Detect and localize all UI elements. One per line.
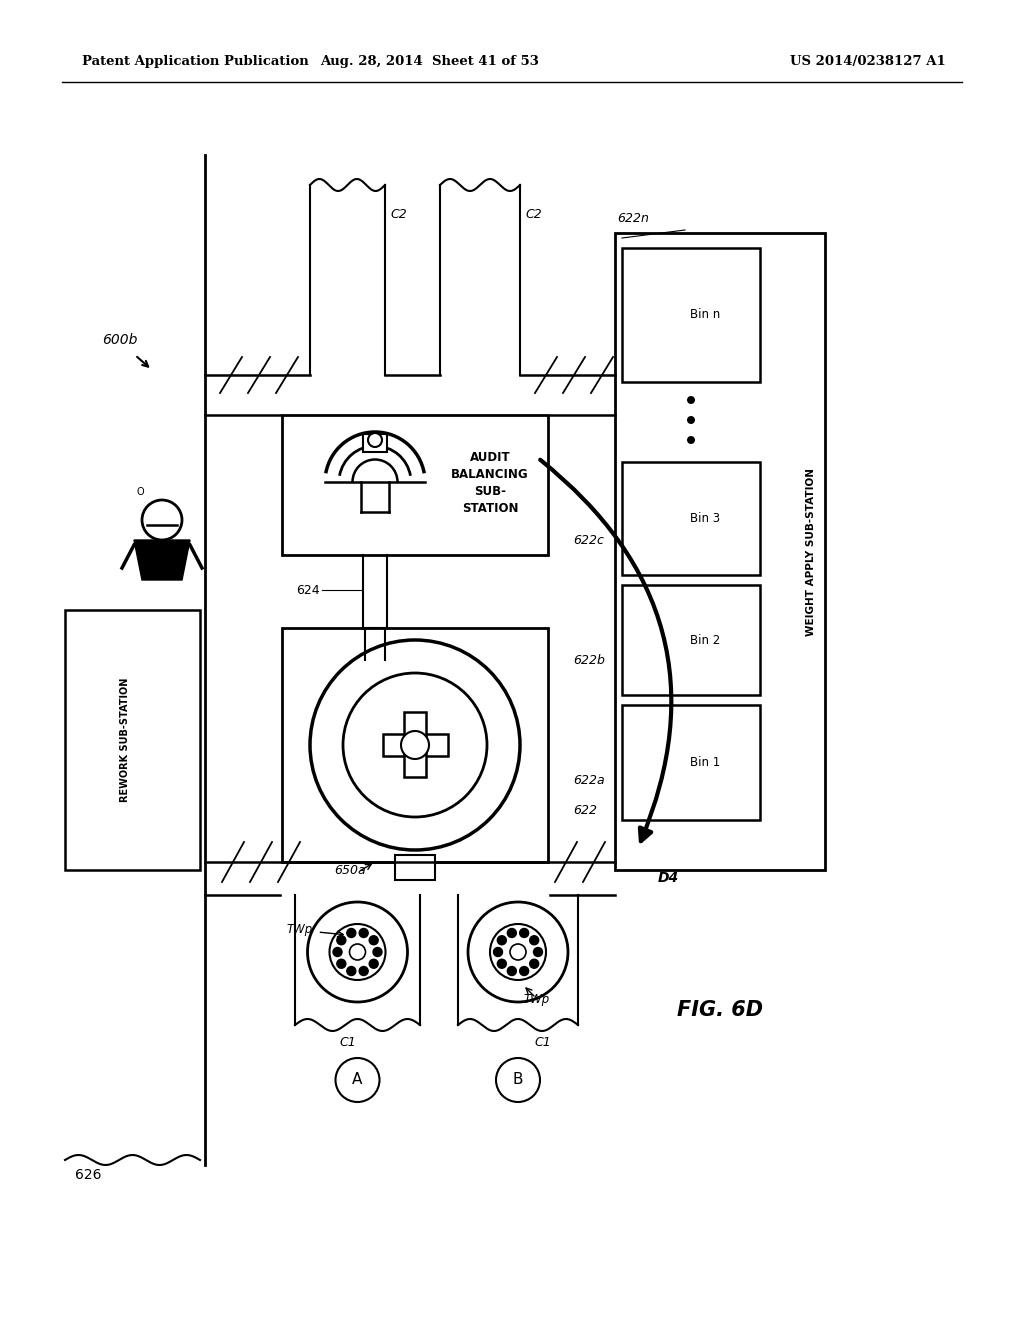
Bar (622, 705, 760, 820)
Circle shape (687, 416, 695, 424)
Text: Bin n: Bin n (690, 309, 720, 322)
Circle shape (468, 902, 568, 1002)
Text: C2: C2 (525, 209, 542, 222)
Text: C1: C1 (339, 1035, 356, 1048)
Circle shape (510, 944, 526, 960)
Bar (404, 711, 426, 777)
Text: Patent Application Publication: Patent Application Publication (82, 55, 309, 69)
Circle shape (687, 436, 695, 444)
Text: Bin 2: Bin 2 (690, 634, 720, 647)
Bar (362, 434, 387, 451)
Text: C2: C2 (390, 209, 407, 222)
Text: D4: D4 (658, 871, 679, 884)
Text: 622a: 622a (573, 774, 604, 787)
Text: B: B (513, 1072, 523, 1088)
Circle shape (507, 928, 516, 937)
Bar (622, 585, 760, 696)
Circle shape (368, 433, 382, 447)
Circle shape (401, 731, 429, 759)
Circle shape (687, 396, 695, 404)
Bar (282, 628, 548, 862)
Circle shape (507, 966, 516, 975)
Circle shape (330, 924, 385, 979)
Text: A: A (352, 1072, 362, 1088)
Text: 624: 624 (296, 583, 319, 597)
Circle shape (307, 902, 408, 1002)
Text: AUDIT
BALANCING
SUB-
STATION: AUDIT BALANCING SUB- STATION (452, 451, 528, 515)
Text: REWORK SUB-STATION: REWORK SUB-STATION (120, 677, 129, 803)
Circle shape (534, 948, 543, 957)
Circle shape (337, 936, 346, 945)
Bar (622, 248, 760, 381)
Circle shape (370, 936, 378, 945)
Bar (615, 234, 825, 870)
Text: 622b: 622b (573, 653, 605, 667)
Text: 626: 626 (75, 1168, 101, 1181)
Circle shape (370, 960, 378, 969)
Bar (395, 855, 435, 880)
Circle shape (359, 928, 369, 937)
Bar (383, 734, 449, 756)
Text: C1: C1 (535, 1035, 551, 1048)
Text: Aug. 28, 2014  Sheet 41 of 53: Aug. 28, 2014 Sheet 41 of 53 (321, 55, 540, 69)
Circle shape (333, 948, 342, 957)
Circle shape (529, 960, 539, 969)
Text: US 2014/0238127 A1: US 2014/0238127 A1 (790, 55, 946, 69)
Text: 650a: 650a (334, 863, 366, 876)
Text: 622n: 622n (617, 211, 649, 224)
Circle shape (373, 948, 382, 957)
Circle shape (498, 936, 506, 945)
Text: Bin 3: Bin 3 (690, 512, 720, 525)
Circle shape (498, 960, 506, 969)
Text: 622c: 622c (573, 533, 604, 546)
Circle shape (520, 928, 528, 937)
Circle shape (529, 936, 539, 945)
Polygon shape (134, 540, 190, 579)
Text: FIG. 6D: FIG. 6D (677, 1001, 763, 1020)
Bar (622, 462, 760, 576)
Circle shape (347, 966, 355, 975)
Circle shape (347, 928, 355, 937)
Bar (65, 610, 200, 870)
Circle shape (142, 500, 182, 540)
Text: Bin 1: Bin 1 (690, 756, 720, 770)
Circle shape (490, 924, 546, 979)
Circle shape (494, 948, 503, 957)
Circle shape (520, 966, 528, 975)
Text: 622: 622 (573, 804, 597, 817)
Circle shape (337, 960, 346, 969)
Text: WEIGHT APPLY SUB-STATION: WEIGHT APPLY SUB-STATION (806, 467, 816, 635)
Text: TWp: TWp (287, 924, 312, 936)
Bar (282, 414, 548, 554)
Text: 600b: 600b (102, 333, 137, 347)
Circle shape (349, 944, 366, 960)
Text: O: O (136, 487, 143, 498)
Text: TWp: TWp (523, 994, 549, 1006)
Circle shape (359, 966, 369, 975)
